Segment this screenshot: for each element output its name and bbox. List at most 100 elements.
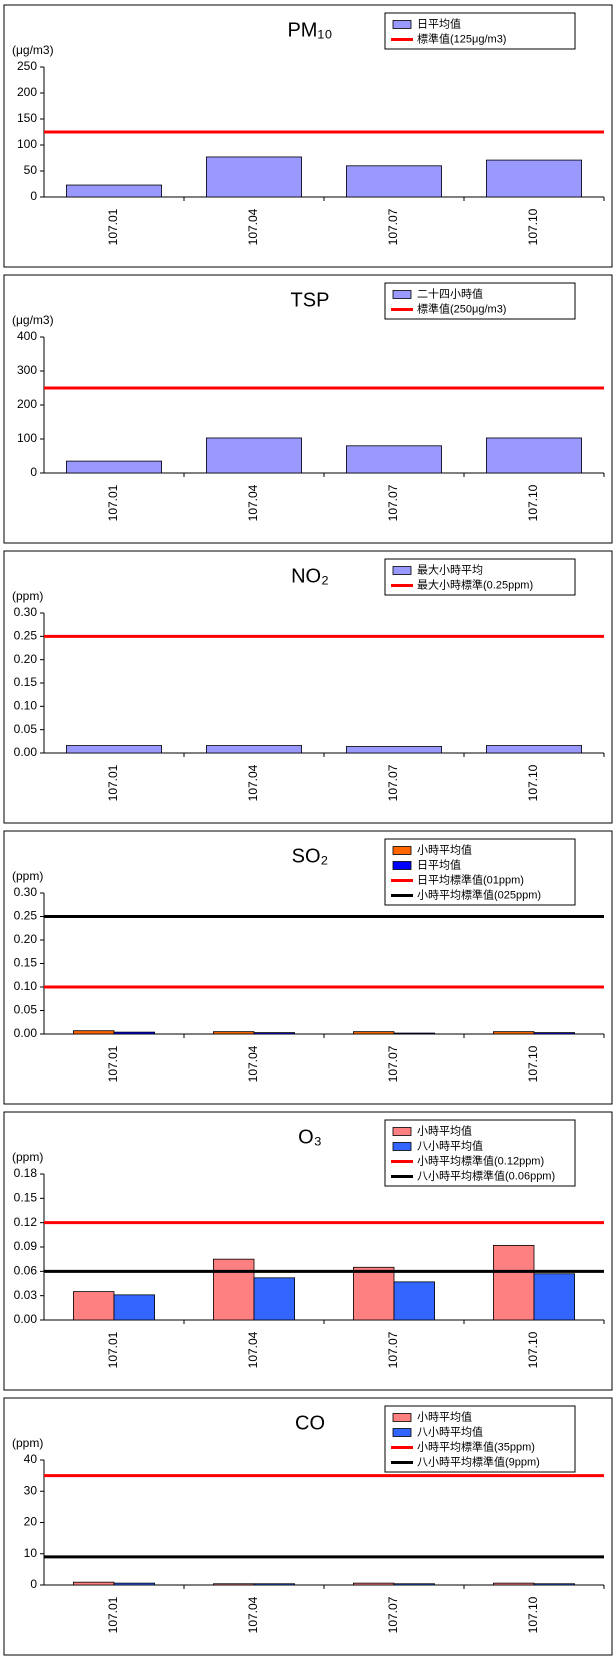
y-tick-label: 0.10 bbox=[14, 979, 38, 993]
bar bbox=[212, 1258, 255, 1321]
legend-swatch bbox=[392, 290, 412, 299]
chart-title: SO₂ bbox=[292, 845, 329, 867]
bar bbox=[533, 1032, 575, 1035]
bar bbox=[492, 1244, 535, 1321]
y-tick-label: 0.10 bbox=[14, 699, 38, 713]
bar bbox=[393, 1032, 435, 1035]
legend-swatch bbox=[392, 861, 412, 870]
y-tick-label: 0 bbox=[30, 189, 37, 203]
legend-swatch bbox=[392, 20, 412, 29]
legend-box bbox=[384, 282, 576, 320]
chart-title: PM₁₀ bbox=[287, 19, 332, 41]
unit-label: (μg/m3) bbox=[12, 43, 54, 57]
panel-border bbox=[3, 830, 613, 1105]
bar bbox=[345, 746, 442, 754]
legend-swatch bbox=[392, 1142, 412, 1151]
panel-border bbox=[3, 1397, 613, 1656]
legend-label: 最大小時標準(0.25ppm) bbox=[417, 577, 533, 591]
bar bbox=[113, 1031, 155, 1035]
bar bbox=[66, 460, 162, 474]
legend-label: 日平均值 bbox=[417, 858, 461, 871]
bar bbox=[485, 745, 582, 754]
y-tick-label: 0 bbox=[30, 1577, 37, 1591]
legend-label: 小時平均標準值(0.12ppm) bbox=[417, 1153, 544, 1167]
y-tick-label: 0.03 bbox=[14, 1288, 38, 1302]
bar bbox=[352, 1582, 395, 1586]
y-tick-label: 0.25 bbox=[14, 629, 38, 643]
legend-label: 八小時平均值 bbox=[417, 1425, 483, 1438]
x-tick-label: 107.10 bbox=[526, 1045, 540, 1082]
y-tick-label: 400 bbox=[17, 329, 37, 343]
y-tick-label: 0.15 bbox=[14, 1191, 38, 1205]
bar bbox=[66, 745, 162, 754]
x-tick-label: 107.01 bbox=[106, 484, 120, 521]
bar bbox=[212, 1031, 255, 1035]
y-tick-label: 0.15 bbox=[14, 956, 38, 970]
bar bbox=[533, 1583, 575, 1586]
unit-label: (ppm) bbox=[12, 589, 43, 603]
unit-label: (ppm) bbox=[12, 1150, 43, 1164]
bar bbox=[393, 1583, 435, 1586]
panel-border bbox=[3, 274, 613, 544]
x-tick-label: 107.10 bbox=[526, 1331, 540, 1368]
unit-label: (ppm) bbox=[12, 1436, 43, 1450]
bar bbox=[492, 1031, 535, 1035]
x-tick-label: 107.10 bbox=[526, 1596, 540, 1633]
legend-swatch bbox=[392, 1428, 412, 1437]
legend-label: 日平均標準值(01ppm) bbox=[417, 872, 524, 886]
x-tick-label: 107.07 bbox=[386, 1596, 400, 1633]
y-tick-label: 0.00 bbox=[14, 1312, 38, 1326]
x-tick-label: 107.01 bbox=[106, 208, 120, 245]
bar bbox=[253, 1277, 295, 1321]
x-tick-label: 107.10 bbox=[526, 484, 540, 521]
y-tick-label: 0.30 bbox=[14, 885, 38, 899]
x-tick-label: 107.07 bbox=[386, 764, 400, 801]
legend-swatch bbox=[392, 1413, 412, 1422]
legend-label: 八小時平均標準值(0.06ppm) bbox=[417, 1168, 555, 1182]
legend-label: 標準值(125μg/m3) bbox=[417, 31, 506, 45]
chart-title: CO bbox=[295, 1412, 325, 1434]
y-tick-label: 30 bbox=[24, 1483, 38, 1497]
legend-box bbox=[384, 1405, 576, 1473]
unit-label: (μg/m3) bbox=[12, 313, 54, 327]
bar bbox=[253, 1032, 295, 1035]
y-tick-label: 250 bbox=[17, 59, 37, 73]
panel-border bbox=[3, 1111, 613, 1391]
y-tick-label: 0.30 bbox=[14, 605, 38, 619]
y-tick-label: 0.20 bbox=[14, 932, 38, 946]
y-tick-label: 0.05 bbox=[14, 1003, 38, 1017]
y-tick-label: 0.05 bbox=[14, 722, 38, 736]
chart-title: O₃ bbox=[298, 1126, 322, 1148]
panel-border bbox=[3, 550, 613, 824]
y-tick-label: 40 bbox=[24, 1452, 38, 1466]
legend-label: 標準值(250μg/m3) bbox=[417, 301, 506, 315]
bar bbox=[352, 1031, 395, 1035]
legend-label: 小時平均值 bbox=[417, 1410, 472, 1423]
bar bbox=[352, 1266, 395, 1321]
legend-swatch bbox=[392, 846, 412, 855]
bar bbox=[212, 1583, 255, 1586]
x-tick-label: 107.04 bbox=[246, 208, 260, 245]
legend-label: 小時平均標準值(35ppm) bbox=[417, 1439, 535, 1453]
x-tick-label: 107.01 bbox=[106, 1331, 120, 1368]
y-tick-label: 0.12 bbox=[14, 1215, 38, 1229]
y-tick-label: 100 bbox=[17, 431, 37, 445]
unit-label: (ppm) bbox=[12, 869, 43, 883]
y-tick-label: 150 bbox=[17, 111, 37, 125]
y-tick-label: 0 bbox=[30, 465, 37, 479]
y-tick-label: 0.09 bbox=[14, 1239, 38, 1253]
bar bbox=[73, 1581, 115, 1586]
x-tick-label: 107.10 bbox=[526, 764, 540, 801]
y-tick-label: 0.15 bbox=[14, 675, 38, 689]
legend-label: 二十四小時值 bbox=[417, 286, 483, 300]
legend-label: 日平均值 bbox=[417, 17, 461, 30]
x-tick-label: 107.07 bbox=[386, 484, 400, 521]
bar bbox=[205, 437, 302, 474]
bar bbox=[253, 1583, 295, 1586]
y-tick-label: 0.00 bbox=[14, 1026, 38, 1040]
legend-swatch bbox=[392, 1127, 412, 1136]
bar bbox=[492, 1582, 535, 1586]
chart-title: NO₂ bbox=[291, 565, 329, 587]
